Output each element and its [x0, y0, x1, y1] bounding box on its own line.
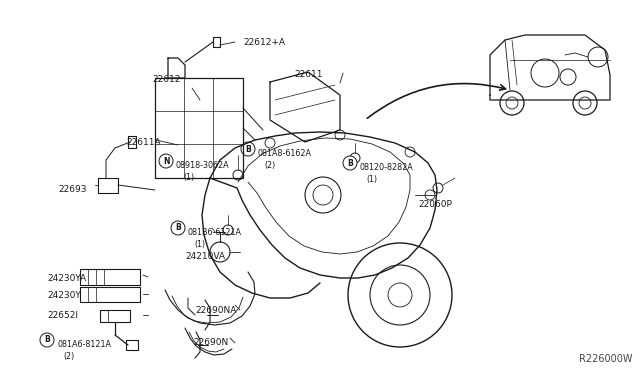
Text: B: B — [347, 158, 353, 167]
Circle shape — [343, 156, 357, 170]
Text: 22690NA: 22690NA — [195, 306, 236, 315]
Text: (1): (1) — [194, 240, 205, 249]
Text: (2): (2) — [63, 352, 74, 361]
Text: B: B — [44, 336, 50, 344]
Text: 081A8-6162A: 081A8-6162A — [258, 149, 312, 158]
Circle shape — [159, 154, 173, 168]
Circle shape — [40, 333, 54, 347]
Text: 24230Y: 24230Y — [47, 291, 81, 300]
Text: 22690N: 22690N — [193, 338, 228, 347]
Text: 22611A: 22611A — [126, 138, 161, 147]
Text: 22611: 22611 — [294, 70, 323, 79]
Text: 22612: 22612 — [152, 75, 180, 84]
Circle shape — [241, 142, 255, 156]
Text: 22612+A: 22612+A — [243, 38, 285, 47]
Text: 22060P: 22060P — [418, 200, 452, 209]
Text: (2): (2) — [264, 161, 275, 170]
Text: 081A6-8121A: 081A6-8121A — [57, 340, 111, 349]
Text: 24210VA: 24210VA — [185, 252, 225, 261]
Text: 24230YA: 24230YA — [47, 274, 86, 283]
Text: B: B — [245, 144, 251, 154]
Text: 08120-8282A: 08120-8282A — [360, 163, 413, 172]
Text: (1): (1) — [366, 175, 377, 184]
Text: 08918-3062A: 08918-3062A — [176, 161, 230, 170]
Text: R226000W: R226000W — [579, 354, 632, 364]
Text: 081B6-6121A: 081B6-6121A — [188, 228, 242, 237]
Text: N: N — [163, 157, 169, 166]
Text: 22693: 22693 — [58, 185, 86, 194]
Circle shape — [171, 221, 185, 235]
Text: 22652I: 22652I — [47, 311, 78, 320]
Text: B: B — [175, 224, 181, 232]
Text: (1): (1) — [183, 173, 194, 182]
